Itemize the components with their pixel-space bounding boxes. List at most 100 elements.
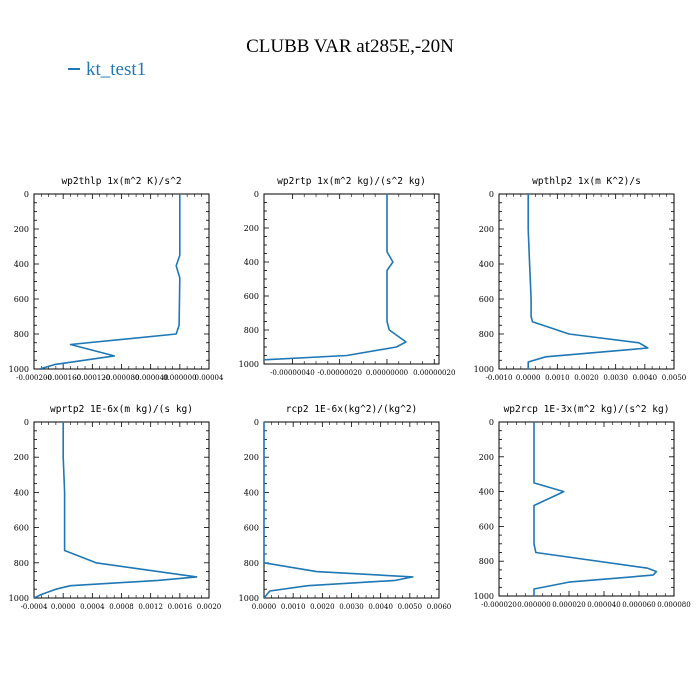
x-tick-label: 0.0050 <box>662 374 687 382</box>
y-tick-label: 600 <box>244 524 259 533</box>
y-tick-label: 600 <box>244 292 259 301</box>
x-tick-label: 0.0060 <box>427 603 452 611</box>
panel-1: wp2thlp 1x(m^2 K)/s^202004006008001000-0… <box>9 176 224 382</box>
x-tick-label: 0.0010 <box>545 374 570 382</box>
legend-label: kt_test1 <box>86 59 147 80</box>
series-line <box>533 422 658 596</box>
y-tick-label: 1000 <box>9 594 29 603</box>
y-tick-label: 600 <box>479 522 494 531</box>
x-tick-label: -0.000200 <box>16 374 52 382</box>
legend-line-swatch <box>68 67 80 70</box>
panel-2: wp2rtp 1x(m^2 kg)/(s^2 kg) 0 200 400 600 800 1… <box>239 176 456 377</box>
x-tick-label: 0.0040 <box>368 603 393 611</box>
y-tick-label: 400 <box>479 260 494 269</box>
panel-4: wprtp2 1E-6x(m kg)/(s kg) 0 200 400 600 800 10… <box>9 404 222 611</box>
y-tick-label: 800 <box>14 559 29 568</box>
x-tick-label: -0.0004 <box>21 603 48 611</box>
series-line <box>527 194 649 369</box>
y-tick-label: 200 <box>14 453 29 462</box>
y-tick-label: 800 <box>244 326 259 335</box>
x-tick-label: 0.0000 <box>51 603 76 611</box>
y-tick-label: 400 <box>244 258 259 267</box>
plot-frame <box>263 193 440 365</box>
series-line <box>34 422 198 598</box>
y-tick-label: 200 <box>479 453 494 462</box>
x-tick-label: 0.0010 <box>281 603 306 611</box>
panel-title: wp2thlp 1x(m^2 K)/s^2 <box>61 176 181 187</box>
y-tick-label: 1000 <box>474 365 494 374</box>
plot-frame <box>498 421 675 597</box>
y-tick-label: 200 <box>244 224 259 233</box>
x-tick-label: 0.0004 <box>80 603 105 611</box>
x-tick-label: 0.0012 <box>138 603 163 611</box>
x-tick-label: -0.000160 <box>45 374 81 382</box>
y-tick-label: 200 <box>14 225 29 234</box>
y-tick-label: 600 <box>14 295 29 304</box>
y-tick-label: 800 <box>244 559 259 568</box>
panel-3: wpthlp2 1x(m K^2)/s 0 200 400 600 800 1000-0.0… <box>474 176 687 382</box>
plot-frame <box>498 193 675 370</box>
y-tick-label: 1000 <box>239 594 259 603</box>
x-tick-label: 0.00004 <box>195 374 224 382</box>
plot-frame <box>33 421 210 599</box>
y-tick-label: 200 <box>479 225 494 234</box>
y-tick-label: 600 <box>479 295 494 304</box>
y-tick-label: 400 <box>479 488 494 497</box>
series-line <box>39 194 181 369</box>
x-tick-label: 0.0020 <box>574 374 599 382</box>
y-tick-label: 0 <box>24 418 29 427</box>
x-tick-label: 0.0000 <box>252 603 277 611</box>
x-tick-label: 0.0030 <box>339 603 364 611</box>
y-tick-label: 0 <box>489 190 494 199</box>
series-line <box>264 194 407 361</box>
x-tick-label: -0.0010 <box>486 374 513 382</box>
plot-frame <box>263 421 440 599</box>
x-tick-label: 0.0000 <box>516 374 541 382</box>
x-tick-label: -0.00000020 <box>317 369 362 377</box>
y-tick-label: 0 <box>254 190 259 199</box>
x-tick-label: 0.0050 <box>398 603 423 611</box>
y-tick-label: 1000 <box>474 592 494 601</box>
x-tick-label: 0.000080 <box>657 601 690 609</box>
figure-title: CLUBB VAR at285E,-20N <box>246 36 454 57</box>
x-tick-label: 0.000060 <box>622 601 655 609</box>
y-tick-label: 600 <box>14 524 29 533</box>
x-tick-label: -0.000040 <box>133 374 169 382</box>
x-tick-label: 0.00000020 <box>413 369 455 377</box>
plot-frame <box>33 193 210 370</box>
y-tick-label: 800 <box>479 330 494 339</box>
y-tick-label: 800 <box>479 557 494 566</box>
y-tick-label: 1000 <box>9 365 29 374</box>
panel-title: wprtp2 1E-6x(m kg)/(s kg) <box>50 404 193 415</box>
x-tick-label: 0.0008 <box>109 603 134 611</box>
panel-title: wpthlp2 1x(m K^2)/s <box>532 176 641 187</box>
panel-5: rcp2 1E-6x(kg^2)/(kg^2) 0 200 400 600 800 1000… <box>239 404 452 611</box>
series-line <box>264 422 414 598</box>
x-tick-label: 0.0020 <box>197 603 222 611</box>
y-tick-label: 800 <box>14 330 29 339</box>
y-tick-label: 0 <box>24 190 29 199</box>
panel-6: wp2rcp 1E-3x(m^2 kg)/(s^2 kg) 0 200 400 600 8… <box>474 404 691 609</box>
x-tick-label: 0.0016 <box>168 603 193 611</box>
panel-title: wp2rcp 1E-3x(m^2 kg)/(s^2 kg) <box>504 404 670 415</box>
x-tick-label: 0.0030 <box>603 374 628 382</box>
x-tick-label: 0.0020 <box>310 603 335 611</box>
x-tick-label: 0.000000 <box>517 601 550 609</box>
x-tick-label: -0.000020 <box>481 601 517 609</box>
y-tick-label: 400 <box>14 260 29 269</box>
y-tick-label: 200 <box>244 453 259 462</box>
y-tick-label: 0 <box>254 418 259 427</box>
panel-title: wp2rtp 1x(m^2 kg)/(s^2 kg) <box>277 176 426 187</box>
x-tick-label: -0.000120 <box>74 374 110 382</box>
y-tick-label: 400 <box>14 488 29 497</box>
y-tick-label: 1000 <box>239 360 259 369</box>
x-tick-label: -0.000080 <box>104 374 140 382</box>
y-tick-label: 0 <box>489 418 494 427</box>
x-tick-label: 0.00000000 <box>366 369 408 377</box>
x-tick-label: 0.000040 <box>587 601 620 609</box>
legend: kt_test1 <box>68 59 146 81</box>
x-tick-label: 0.000020 <box>552 601 585 609</box>
panel-title: rcp2 1E-6x(kg^2)/(kg^2) <box>286 404 418 415</box>
x-tick-label: 0.0040 <box>633 374 658 382</box>
